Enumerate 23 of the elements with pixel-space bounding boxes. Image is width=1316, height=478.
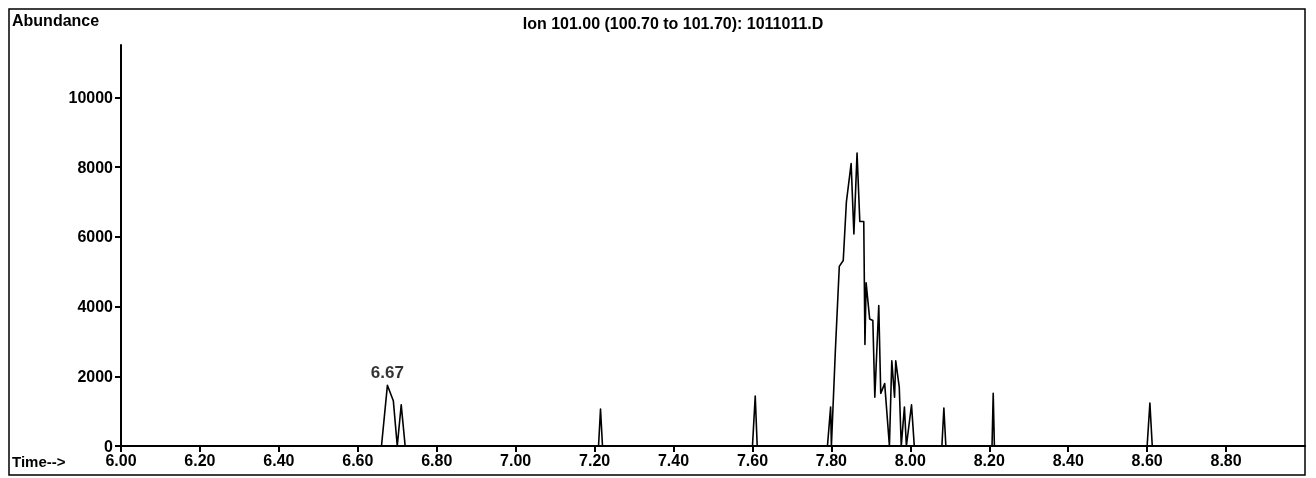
x-tick-label: 6.40 — [263, 451, 295, 469]
annotation: 6.67 — [370, 363, 404, 383]
x-tick-label: 6.60 — [342, 451, 374, 469]
x-tick-label: 8.20 — [973, 451, 1005, 469]
x-tick-label: 7.60 — [736, 451, 769, 469]
y-tick-label: 10000 — [68, 88, 114, 106]
x-tick-label: 7.40 — [657, 451, 690, 469]
x-tick-label: 8.40 — [1052, 451, 1084, 469]
x-tick-label: 8.60 — [1131, 451, 1163, 469]
x-axis-title: Time--> — [12, 453, 66, 470]
x-tick-label: 7.80 — [815, 451, 848, 469]
x-tick-label: 6.20 — [184, 451, 216, 469]
y-tick-label: 4000 — [77, 298, 114, 316]
y-tick-label: 2000 — [77, 367, 114, 385]
y-axis-title: Abundance — [12, 11, 100, 29]
y-tick-label: 8000 — [77, 158, 114, 176]
chart-title: Ion 101.00 (100.70 to 101.70): 1011011.D — [522, 14, 824, 32]
x-tick-label: 7.20 — [579, 451, 611, 469]
x-tick-label: 8.80 — [1210, 451, 1242, 469]
x-tick-label: 7.00 — [500, 451, 532, 469]
x-tick-label: 6.80 — [421, 451, 453, 469]
x-tick-label: 8.00 — [894, 451, 927, 469]
y-tick-label: 6000 — [77, 228, 114, 246]
